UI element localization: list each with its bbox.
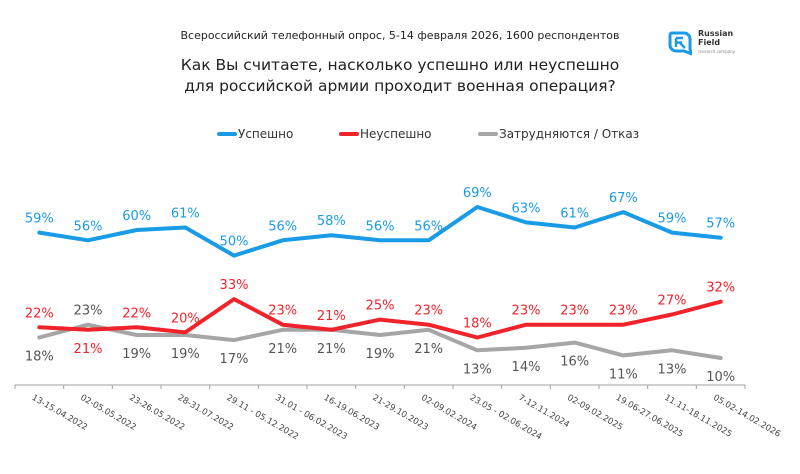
legend-swatch-undecided (478, 132, 498, 136)
series-line-failure (37, 297, 723, 340)
logo-text: Russian Field (698, 29, 733, 47)
legend-item-failure: Неуспешно (339, 127, 432, 141)
legend-swatch-success (217, 132, 237, 136)
data-label-failure: 23% (414, 304, 443, 319)
logo-line1: Russian (698, 29, 734, 38)
data-label-undecided: 14% (512, 360, 541, 375)
series-lines (37, 205, 723, 360)
data-label-success: 56% (268, 219, 297, 234)
data-label-failure: 25% (366, 299, 395, 314)
legend-item-undecided: Затрудняются / Отказ (478, 127, 639, 141)
data-label-success: 57% (706, 217, 735, 232)
data-label-failure: 22% (122, 306, 151, 321)
data-label-failure: 32% (706, 281, 735, 296)
data-label-undecided: 23% (74, 304, 103, 319)
data-label-success: 59% (658, 212, 687, 227)
legend-swatch-failure (339, 132, 359, 136)
data-label-undecided: 19% (122, 347, 151, 362)
data-label-failure: 18% (463, 317, 492, 332)
data-label-undecided: 21% (317, 342, 346, 357)
russian-field-logo-icon (668, 31, 692, 56)
data-label-undecided: 21% (414, 342, 443, 357)
chart-legend: Успешно Неуспешно Затрудняются / Отказ (0, 127, 800, 147)
data-label-success: 61% (560, 207, 589, 222)
data-label-success: 61% (171, 207, 200, 222)
series-line-undecided (37, 322, 723, 360)
data-label-success: 56% (414, 219, 443, 234)
data-label-success: 67% (609, 191, 638, 206)
data-label-failure: 20% (171, 311, 200, 326)
chart-subtitle: Всероссийский телефонный опрос, 5-14 фев… (180, 29, 620, 42)
data-label-success: 56% (366, 219, 395, 234)
data-label-undecided: 16% (560, 355, 589, 370)
data-label-undecided: 19% (171, 347, 200, 362)
logo-line2: Field (698, 38, 721, 47)
data-label-failure: 23% (268, 304, 297, 319)
brand-logo: Russian Field research company (668, 29, 788, 63)
data-label-undecided: 13% (463, 362, 492, 377)
legend-item-success: Успешно (217, 127, 293, 141)
data-label-failure: 22% (25, 306, 54, 321)
data-label-success: 58% (317, 214, 346, 229)
legend-label-failure: Неуспешно (360, 127, 432, 141)
data-label-failure: 21% (317, 309, 346, 324)
data-label-success: 59% (25, 212, 54, 227)
data-label-failure: 27% (658, 294, 687, 309)
chart-title: Как Вы считаете, насколько успешно или н… (0, 55, 800, 97)
legend-label-success: Успешно (238, 127, 294, 141)
x-tick-labels: 13-15.04.202202-05.05.202223-26.05.20222… (30, 393, 782, 442)
data-labels: 59% 56% 60% 61% 50% 56% 58% 56% 56% 69% 63% 61% 67% 5… (25, 186, 735, 385)
data-label-failure: 23% (512, 304, 541, 319)
x-axis (14, 384, 746, 389)
data-label-undecided: 18% (25, 350, 54, 365)
chart-title-line1: Как Вы считаете, насколько успешно или н… (180, 56, 620, 74)
legend-label-undecided: Затрудняются / Отказ (499, 127, 640, 141)
data-label-failure: 21% (74, 342, 103, 357)
logo-tagline: research company (698, 49, 736, 54)
data-label-undecided: 13% (658, 362, 687, 377)
data-label-failure: 23% (609, 304, 638, 319)
series-line-success (37, 205, 723, 258)
data-label-undecided: 21% (268, 342, 297, 357)
data-label-success: 69% (463, 186, 492, 201)
data-label-success: 56% (74, 219, 103, 234)
data-label-undecided: 10% (706, 370, 735, 385)
data-label-success: 63% (512, 201, 541, 216)
data-label-success: 60% (122, 209, 151, 224)
data-label-undecided: 17% (220, 352, 249, 367)
data-label-failure: 33% (220, 278, 249, 293)
data-label-undecided: 11% (609, 367, 638, 382)
data-label-undecided: 19% (366, 347, 395, 362)
data-label-failure: 23% (560, 304, 589, 319)
data-label-success: 50% (220, 235, 249, 250)
chart-title-line2: для российской армии проходит военная оп… (184, 77, 616, 95)
